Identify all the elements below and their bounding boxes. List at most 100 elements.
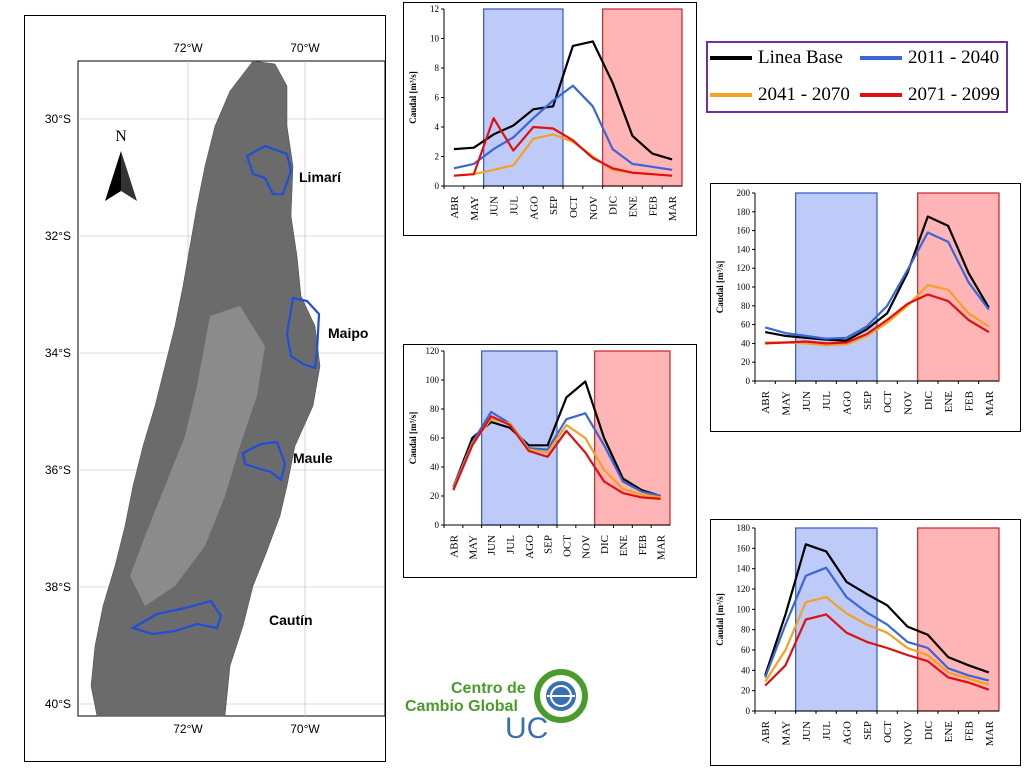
centro-cambio-global-logo: Centro de Cambio Global UC <box>403 666 593 746</box>
y-tick-label: 0 <box>435 520 440 530</box>
legend-item-2011-2040: 2011 - 2040 <box>860 47 999 69</box>
y-tick-label: 60 <box>741 645 751 655</box>
y-tick-label: 140 <box>737 244 751 254</box>
x-tick-label: SEP <box>543 535 555 554</box>
series-line-2041-2070 <box>765 283 990 347</box>
x-tick-label: JUL <box>505 535 517 554</box>
logo-line2: Cambio Global <box>405 698 518 715</box>
basin-label-cautin: Cautín <box>269 612 313 628</box>
x-tick-label: AGO <box>842 721 854 745</box>
x-tick-label: AGO <box>842 391 854 415</box>
y-tick-label: 180 <box>737 207 751 217</box>
series-line-lineabase <box>764 215 990 342</box>
series-line-2011-2040 <box>452 410 661 498</box>
legend-swatch-2011-2040 <box>860 56 902 60</box>
logo-line3: UC <box>505 712 549 745</box>
globe-icon <box>534 669 588 723</box>
x-tick-label: NOV <box>580 535 592 559</box>
series-line-2011-2040 <box>764 566 990 682</box>
legend-swatch-2071-2099 <box>860 93 902 97</box>
x-tick-label: DIC <box>923 391 935 410</box>
lat-label-40: 40°S <box>45 697 71 711</box>
lon-label-top-70: 70°W <box>290 41 320 55</box>
map-svg: N 72°W 70°W 72°W 70°W 30°S 32°S 34°S 36°… <box>45 41 385 736</box>
y-tick-label: 60 <box>741 320 751 330</box>
x-tick-label: NOV <box>903 391 915 415</box>
lat-label-36: 36°S <box>45 463 71 477</box>
y-tick-label: 80 <box>741 301 751 311</box>
chart-panel-cautin: 0 20 40 60 80 100 120 140 160 180 ABR MAY JUN JUL AGO S… <box>710 519 1021 766</box>
y-tick-label: 20 <box>430 491 440 501</box>
x-tick-label: SEP <box>548 196 560 215</box>
x-tick-label: SEP <box>862 391 874 410</box>
series-line-2071-2099 <box>453 117 673 177</box>
series-line-2011-2040 <box>453 84 673 171</box>
x-tick-label: JUN <box>801 721 813 741</box>
series-line-2071-2099 <box>452 415 661 500</box>
y-tick-label: 180 <box>737 523 751 533</box>
x-tick-label: MAY <box>467 535 479 560</box>
x-tick-label: MAR <box>984 390 996 416</box>
shade-winter-region <box>795 192 878 382</box>
lat-label-38: 38°S <box>45 580 71 594</box>
y-tick-label: 100 <box>426 375 440 385</box>
x-tick-label: OCT <box>561 535 573 557</box>
y-tick-label: 0 <box>746 706 751 716</box>
x-tick-label: NOV <box>588 196 600 220</box>
x-tick-label: AGO <box>524 535 536 559</box>
north-arrow-icon <box>105 151 137 201</box>
legend: Linea Base 2011 - 2040 2041 - 2070 2071 … <box>706 41 1008 113</box>
x-tick-label: JUN <box>801 391 813 411</box>
chart-limari-svg: 0 2 4 6 8 10 12 ABR MAY JUN JUL AGO SEP OCT NOV DIC ENE F… <box>408 4 683 221</box>
y-axis-label: Caudal [m³/s] <box>715 261 725 313</box>
lat-label-34: 34°S <box>45 346 71 360</box>
basin-limari-outline <box>245 144 293 196</box>
x-tick-label: OCT <box>882 721 894 743</box>
basin-label-maule: Maule <box>293 450 333 466</box>
x-tick-label: ENE <box>943 391 955 413</box>
x-tick-label: DIC <box>923 721 935 740</box>
y-tick-label: 120 <box>426 346 440 356</box>
x-tick-label: FEB <box>964 721 976 741</box>
y-tick-label: 80 <box>430 404 440 414</box>
x-tick-label: MAR <box>984 720 996 746</box>
y-tick-label: 2 <box>435 152 440 162</box>
x-tick-label: ABR <box>449 195 461 218</box>
y-tick-label: 80 <box>741 625 751 635</box>
y-tick-label: 12 <box>430 4 439 14</box>
x-tick-label: AGO <box>528 196 540 220</box>
lon-label-bottom-72: 72°W <box>173 722 203 736</box>
x-tick-label: JUN <box>486 535 498 555</box>
x-tick-label: JUL <box>821 721 833 740</box>
x-tick-label: FEB <box>964 391 976 411</box>
legend-item-linea-base: Linea Base <box>710 47 843 69</box>
x-tick-label: MAY <box>469 196 481 221</box>
shade-summer-region <box>917 192 1000 382</box>
x-tick-label: ENE <box>627 196 639 218</box>
legend-label-2041-2070: 2041 - 2070 <box>758 84 850 105</box>
x-tick-label: ABR <box>760 390 772 413</box>
x-tick-label: ABR <box>448 534 460 557</box>
lon-label-bottom-70: 70°W <box>290 722 320 736</box>
north-label: N <box>115 128 127 145</box>
chart-maule-svg: 0 20 40 60 80 100 120 140 160 180 200 ABR MAY JUN JUL A… <box>715 188 1000 416</box>
x-tick-label: DIC <box>599 535 611 554</box>
legend-label-linea-base: Linea Base <box>758 47 843 68</box>
x-tick-label: JUL <box>508 196 520 215</box>
x-tick-label: OCT <box>568 196 580 218</box>
y-tick-label: 6 <box>435 93 440 103</box>
lat-label-30: 30°S <box>45 112 71 126</box>
x-tick-label: FEB <box>647 196 659 216</box>
y-tick-label: 200 <box>737 188 751 198</box>
x-tick-label: ENE <box>943 721 955 743</box>
chart-panel-maule: 0 20 40 60 80 100 120 140 160 180 200 ABR MAY JUN JUL A… <box>710 183 1021 432</box>
series-line-2071-2099 <box>765 293 990 345</box>
y-tick-label: 100 <box>737 282 751 292</box>
y-axis-label: Caudal [m³/s] <box>408 412 418 464</box>
legend-item-2071-2099: 2071 - 2099 <box>860 84 1000 106</box>
x-tick-label: DIC <box>608 196 620 215</box>
basin-label-limari: Limarí <box>299 169 342 185</box>
x-tick-label: NOV <box>903 721 915 745</box>
x-tick-label: ENE <box>618 535 630 557</box>
y-tick-label: 0 <box>746 376 751 386</box>
